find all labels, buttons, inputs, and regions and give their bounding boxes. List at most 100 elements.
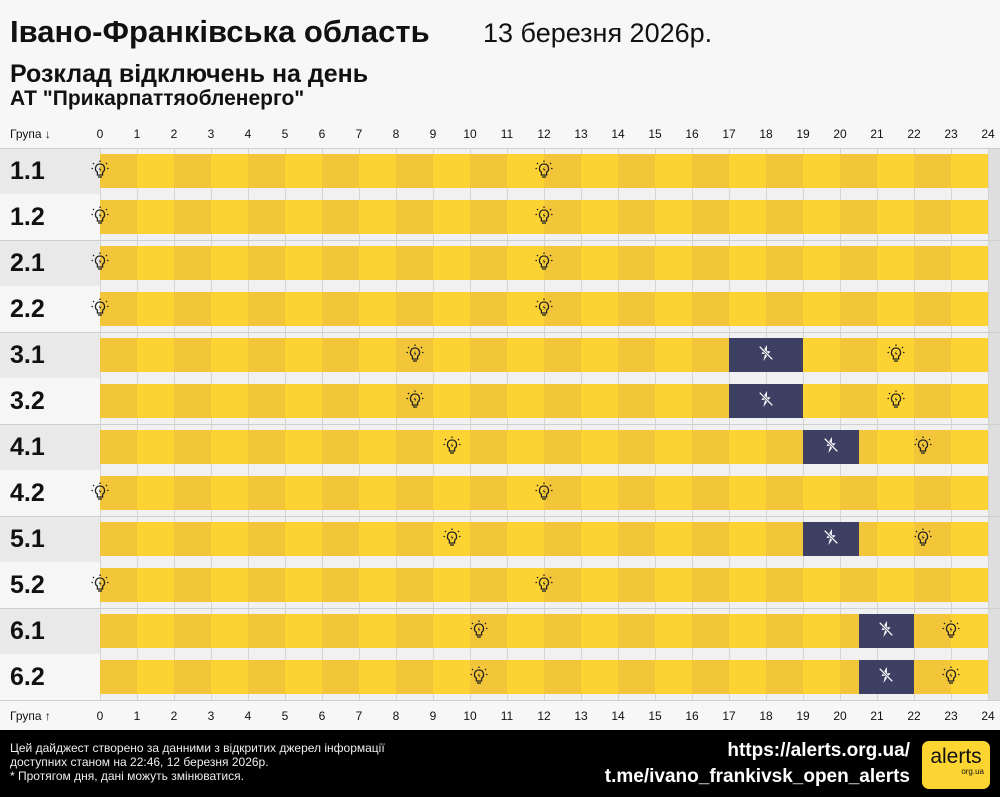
group-separator	[0, 332, 1000, 333]
lightbulb-icon	[406, 390, 424, 410]
hour-tick-label: 19	[796, 709, 810, 723]
lightbulb-icon	[406, 344, 424, 364]
power-on-cell	[211, 614, 248, 648]
power-on-cell	[433, 568, 470, 602]
hour-tick-label: 10	[463, 127, 477, 141]
power-on-cell	[100, 660, 137, 694]
power-on-cell	[951, 476, 988, 510]
power-on-cell	[248, 430, 285, 464]
hour-tick-label: 2	[170, 127, 178, 141]
power-on-cell	[433, 338, 470, 372]
lightbulb-icon	[535, 160, 553, 180]
power-on-cell	[544, 430, 581, 464]
hour-tick-label: 22	[907, 709, 921, 723]
alerts-logo[interactable]: alerts org.ua	[922, 741, 990, 789]
power-on-cell	[951, 200, 988, 234]
telegram-link[interactable]: t.me/ivano_frankivsk_open_alerts	[604, 766, 910, 787]
power-on-cell	[729, 246, 766, 280]
hour-tick-label: 8	[392, 127, 400, 141]
power-on-cell	[618, 614, 655, 648]
outage-block	[858, 614, 914, 648]
outage-block	[729, 384, 803, 418]
power-on-cell	[322, 430, 359, 464]
power-on-cell	[359, 292, 396, 326]
hour-tick-label: 11	[500, 709, 514, 723]
power-on-cell	[507, 154, 544, 188]
footer-source-text: Цей дайджест створено за данними з відкр…	[10, 741, 385, 755]
hour-tick-label: 17	[722, 709, 736, 723]
power-on-cell	[729, 430, 766, 464]
power-on-cell	[396, 660, 433, 694]
power-on-cell	[581, 384, 618, 418]
lightbulb-icon	[887, 344, 905, 364]
power-on-cell	[803, 200, 840, 234]
power-on-cell	[137, 384, 174, 418]
power-on-cell	[100, 246, 137, 280]
power-on-cell	[211, 660, 248, 694]
power-on-cell	[544, 614, 581, 648]
power-on-cell	[248, 246, 285, 280]
lightbulb-icon	[91, 252, 109, 272]
power-on-cell	[655, 200, 692, 234]
power-on-cell	[137, 614, 174, 648]
power-on-cell	[803, 338, 840, 372]
power-on-cell	[433, 614, 470, 648]
power-on-cell	[877, 522, 914, 556]
power-on-cell	[507, 384, 544, 418]
group-separator	[0, 148, 1000, 149]
power-on-cell	[433, 660, 470, 694]
lightbulb-icon	[443, 436, 461, 456]
power-on-cell	[618, 200, 655, 234]
hour-tick-label: 21	[870, 709, 884, 723]
power-on-cell	[100, 292, 137, 326]
power-on-cell	[100, 430, 137, 464]
site-link[interactable]: https://alerts.org.ua/	[727, 740, 910, 761]
power-on-cell	[137, 154, 174, 188]
hour-tick-label: 12	[537, 709, 551, 723]
power-on-cell	[877, 430, 914, 464]
power-on-cell	[322, 292, 359, 326]
power-on-cell	[507, 430, 544, 464]
power-on-cell	[137, 200, 174, 234]
hour-axis-top: Група ↓ 0 1 2 3 4 5 6 7 8 9 10 11 12 13 14 15 16 17 18 19 20…	[0, 127, 1000, 147]
power-on-cell	[285, 476, 322, 510]
power-on-cell	[359, 568, 396, 602]
hour-tick-label: 15	[648, 127, 662, 141]
power-on-cell	[692, 246, 729, 280]
power-on-cell	[877, 568, 914, 602]
group-label: 5.2	[0, 562, 100, 608]
lightbulb-icon	[91, 160, 109, 180]
power-on-cell	[618, 522, 655, 556]
power-on-cell	[285, 154, 322, 188]
power-on-cell	[803, 476, 840, 510]
power-off-lightning-icon	[877, 620, 895, 643]
power-on-cell	[507, 292, 544, 326]
power-on-cell	[692, 200, 729, 234]
power-on-cell	[285, 246, 322, 280]
power-on-cell	[396, 568, 433, 602]
power-on-cell	[729, 568, 766, 602]
power-on-cell	[581, 338, 618, 372]
power-on-cell	[359, 338, 396, 372]
power-on-cell	[581, 522, 618, 556]
power-on-cell	[359, 614, 396, 648]
power-on-cell	[174, 200, 211, 234]
power-on-cell	[285, 200, 322, 234]
power-on-cell	[877, 246, 914, 280]
power-on-cell	[655, 384, 692, 418]
power-on-cell	[544, 292, 581, 326]
hour-tick-label: 15	[648, 709, 662, 723]
power-on-cell	[544, 338, 581, 372]
power-on-cell	[544, 154, 581, 188]
power-on-cell	[211, 522, 248, 556]
hour-tick-label: 16	[685, 709, 699, 723]
hour-tick-label: 17	[722, 127, 736, 141]
power-on-cell	[951, 660, 988, 694]
power-on-cell	[618, 568, 655, 602]
lightbulb-icon	[91, 298, 109, 318]
power-on-cell	[581, 614, 618, 648]
power-on-cell	[396, 522, 433, 556]
power-on-cell	[433, 154, 470, 188]
power-on-cell	[174, 476, 211, 510]
power-on-cell	[100, 476, 137, 510]
